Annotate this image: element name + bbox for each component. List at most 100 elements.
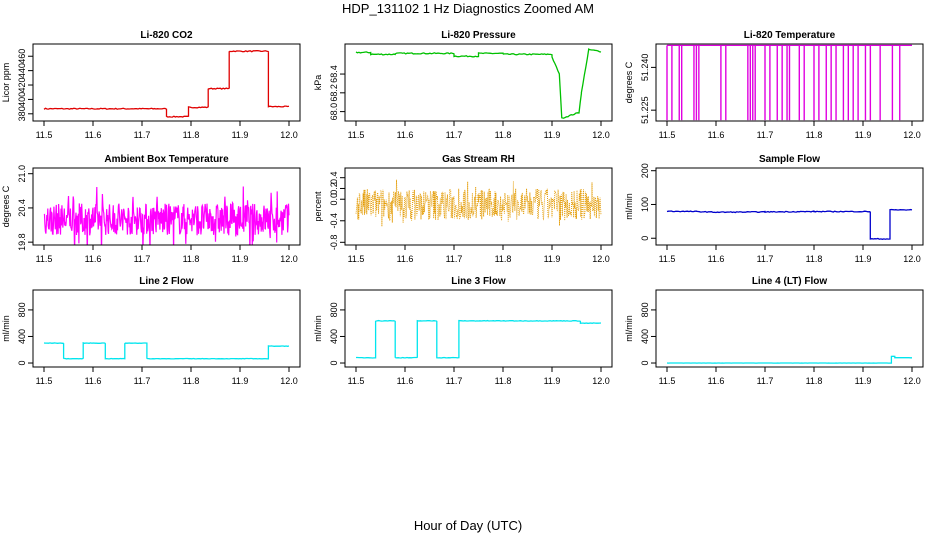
y-tick-label: 21.0 <box>17 165 27 183</box>
y-axis-label: degrees C <box>624 61 634 103</box>
plot-frame <box>344 289 613 368</box>
plot-frame <box>655 167 924 246</box>
x-tick-label: 11.7 <box>446 130 463 140</box>
y-tick-label: 51.225 <box>640 96 650 124</box>
x-tick-label: 11.8 <box>183 376 200 386</box>
x-tick-label: 11.6 <box>85 130 102 140</box>
chart-panel: Li-820 Pressure kPa 11.5 11.6 11.7 11.8 11.9 12… <box>313 30 613 140</box>
x-tick-label: 11.7 <box>757 376 774 386</box>
chart-panel: Ambient Box Temperature degrees C 11.5 11.6… <box>1 154 301 264</box>
x-tick-label: 12.0 <box>280 376 298 386</box>
y-tick-label: 400 <box>17 92 27 107</box>
y-tick-label: 19.8 <box>17 233 27 251</box>
y-tick-label: 20.4 <box>17 199 27 217</box>
data-layer <box>666 208 913 240</box>
y-tick-label: 0 <box>640 236 650 241</box>
chart-panel: Li-820 Temperature degrees C 11.5 11.6 11.7 1… <box>624 30 924 140</box>
x-tick-label: 11.7 <box>757 130 774 140</box>
figure-x-axis-label: Hour of Day (UTC) <box>413 518 523 533</box>
y-tick-label: 100 <box>640 197 650 212</box>
x-tick-label: 12.0 <box>280 254 298 264</box>
x-tick-label: 11.9 <box>855 254 872 264</box>
y-tick-label: 68.0 <box>329 103 339 121</box>
x-tick-label: 11.8 <box>806 130 823 140</box>
y-tick-label: 400 <box>17 329 27 344</box>
x-tick-label: 11.5 <box>659 376 676 386</box>
y-tick-label: 460 <box>17 49 27 64</box>
y-tick-label: 400 <box>329 329 339 344</box>
x-tick-label: 11.7 <box>446 254 463 264</box>
x-tick-label: 11.6 <box>85 376 102 386</box>
y-tick-label: 800 <box>17 302 27 317</box>
chart-panel: Line 3 Flow ml/min 11.5 11.6 11.7 11.8 11.9 12.… <box>313 276 613 386</box>
y-tick-label: 0.0 <box>329 193 339 206</box>
x-tick-label: 11.9 <box>232 376 249 386</box>
x-tick-label: 11.9 <box>544 376 561 386</box>
x-tick-label: 11.7 <box>134 254 151 264</box>
data-layer <box>356 319 602 359</box>
y-tick-label: 0 <box>17 361 27 366</box>
series-line <box>356 319 602 359</box>
panel-title: Line 2 Flow <box>139 276 194 287</box>
y-axis-label: ml/min <box>1 315 11 342</box>
x-tick-label: 11.5 <box>36 376 53 386</box>
y-axis-label: Licor ppm <box>1 63 11 103</box>
x-tick-label: 11.9 <box>855 130 872 140</box>
data-layer <box>666 355 912 364</box>
plot-frame <box>32 43 301 122</box>
y-tick-label: 68.2 <box>329 84 339 102</box>
series-line <box>43 50 290 118</box>
y-tick-label: -0.8 <box>329 235 339 251</box>
panel-title: Li-820 Temperature <box>744 30 836 41</box>
y-axis-label: ml/min <box>624 315 634 342</box>
data-layer <box>43 50 290 118</box>
panel-title: Line 3 Flow <box>451 276 506 287</box>
temperature-trace <box>43 186 290 245</box>
plot-frame <box>655 43 924 122</box>
series-line <box>355 48 602 119</box>
y-tick-label: 800 <box>329 302 339 317</box>
series-line <box>43 342 290 360</box>
series-line <box>666 355 912 364</box>
x-tick-label: 12.0 <box>903 130 921 140</box>
x-tick-label: 12.0 <box>280 130 298 140</box>
x-tick-label: 11.9 <box>544 254 561 264</box>
x-tick-label: 12.0 <box>592 376 610 386</box>
plot-frame <box>32 167 301 246</box>
x-tick-label: 11.6 <box>708 376 725 386</box>
chart-panel: Line 2 Flow ml/min 11.5 11.6 11.7 11.8 11.9 12.… <box>1 276 301 386</box>
plot-frame <box>344 167 613 246</box>
x-tick-label: 11.6 <box>397 254 414 264</box>
series-line <box>666 208 913 240</box>
x-tick-label: 11.6 <box>85 254 102 264</box>
x-tick-label: 11.8 <box>806 254 823 264</box>
y-tick-label: 420 <box>17 78 27 93</box>
y-tick-label: -0.4 <box>329 213 339 229</box>
plot-frame <box>32 289 301 368</box>
y-tick-label: 0.2 <box>329 182 339 195</box>
x-tick-label: 11.6 <box>397 130 414 140</box>
x-tick-label: 11.8 <box>806 376 823 386</box>
plot-frame <box>655 289 924 368</box>
data-layer <box>666 44 912 121</box>
y-tick-label: 380 <box>17 106 27 121</box>
chart-panel: Gas Stream RH percent 11.5 11.6 11.7 11.8 11.9… <box>313 154 613 264</box>
y-tick-label: 51.240 <box>640 54 650 82</box>
y-axis-label: degrees C <box>1 185 11 227</box>
x-tick-label: 11.5 <box>659 130 676 140</box>
x-tick-label: 11.8 <box>495 376 512 386</box>
y-tick-label: 200 <box>640 163 650 178</box>
chart-panel: Li-820 CO2 Licor ppm 11.5 11.6 11.7 11.8 11.9 1… <box>1 30 301 140</box>
panel-title: Line 4 (LT) Flow <box>752 276 828 287</box>
x-tick-label: 11.5 <box>348 254 365 264</box>
panel-title: Li-820 CO2 <box>140 30 193 41</box>
y-tick-label: 0 <box>329 361 339 366</box>
y-tick-label: 400 <box>640 329 650 344</box>
x-tick-label: 12.0 <box>903 254 921 264</box>
x-tick-label: 11.8 <box>495 254 512 264</box>
x-tick-label: 11.8 <box>183 130 200 140</box>
y-axis-label: percent <box>313 191 323 222</box>
x-tick-label: 11.7 <box>134 130 151 140</box>
x-tick-label: 11.9 <box>544 130 561 140</box>
